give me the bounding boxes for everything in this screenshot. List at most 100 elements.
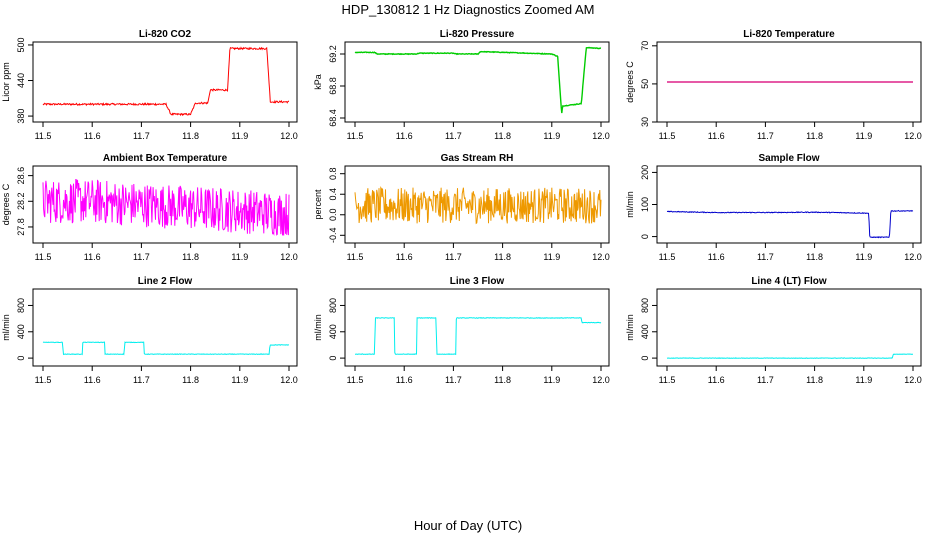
panel-2-frame: [344, 41, 610, 123]
panel-2-ytick-label: 68.4: [328, 109, 338, 127]
panel-3-ytick-label: 70: [640, 41, 650, 51]
panel-2-xtick-label: 11.6: [396, 131, 413, 141]
panel-8-xtick-label: 11.6: [396, 375, 413, 385]
panel-8-series-line: [355, 317, 602, 356]
panel-7-xtick-label: 11.8: [182, 375, 199, 385]
panel-9-ylabel: ml/min: [625, 314, 635, 341]
panel-1-xtick-label: 11.6: [84, 131, 101, 141]
panel-4-xtick-label: 11.7: [133, 252, 150, 262]
panel-5-ytick-label: -0.4: [328, 228, 338, 244]
panel-5-xtick-label: 11.8: [494, 252, 511, 262]
panel-3-xtick-label: 11.6: [708, 131, 725, 141]
panel-1-ylabel: Licor ppm: [1, 62, 11, 102]
panel-7-ytick-label: 0: [16, 356, 26, 361]
panel-5-frame: [344, 165, 610, 244]
panel-8-frame: [344, 288, 610, 367]
panel-6-xtick-label: 11.8: [806, 252, 823, 262]
panel-9-title: Line 4 (LT) Flow: [751, 276, 827, 287]
panel-2-xtick-label: 11.8: [494, 131, 511, 141]
panel-7-ylabel: ml/min: [1, 314, 11, 341]
panel-4-ylabel: degrees C: [1, 183, 11, 225]
panel-5-xtick-label: 11.9: [543, 252, 560, 262]
panel-5-xtick-label: 11.7: [445, 252, 462, 262]
panel-1-xtick-label: 12.0: [280, 131, 298, 141]
panel-4-frame: [32, 165, 298, 244]
panel-3-xtick-label: 11.9: [855, 131, 872, 141]
panel-9-ytick-label: 800: [640, 298, 650, 313]
panel-3-ytick-label: 30: [640, 117, 650, 127]
panel-9-frame: [656, 288, 922, 367]
panel-5-ytick-label: 0.4: [328, 188, 338, 201]
panel-9-xtick-label: 11.8: [806, 375, 823, 385]
panel-6-ytick-label: 200: [640, 165, 650, 180]
panel-7-ytick-label: 800: [16, 298, 26, 313]
panel-3-xtick-label: 11.7: [757, 131, 774, 141]
panel-9-ytick-label: 400: [640, 324, 650, 339]
panel-3-xtick-label: 12.0: [904, 131, 922, 141]
panel-2-title: Li-820 Pressure: [440, 29, 515, 40]
panel-5-series-line: [354, 185, 602, 225]
panel-1-xtick-label: 11.5: [35, 131, 52, 141]
panel-4-xtick-label: 12.0: [280, 252, 298, 262]
panel-7-xtick-label: 11.7: [133, 375, 150, 385]
panel-6-xtick-label: 11.5: [659, 252, 676, 262]
panel-2-series-line: [354, 46, 602, 114]
panel-4-ytick-label: 28.6: [16, 167, 26, 185]
panel-4-xtick-label: 11.8: [182, 252, 199, 262]
panel-9-xtick-label: 11.5: [659, 375, 676, 385]
panel-7-title: Line 2 Flow: [138, 276, 193, 287]
panel-1-frame: [32, 41, 298, 123]
panel-6-title: Sample Flow: [758, 153, 819, 164]
panel-3-ytick-label: 50: [640, 79, 650, 89]
panel-2-ylabel: kPa: [313, 74, 323, 90]
panel-5-ylabel: percent: [313, 189, 323, 220]
panel-1-ytick-label: 500: [16, 37, 26, 52]
panel-2-xtick-label: 11.7: [445, 131, 462, 141]
panel-7-frame: [32, 288, 298, 367]
panel-1-xtick-label: 11.8: [182, 131, 199, 141]
panel-8-xtick-label: 12.0: [592, 375, 610, 385]
panel-2-xtick-label: 12.0: [592, 131, 610, 141]
panel-9-xtick-label: 12.0: [904, 375, 922, 385]
panel-9-ytick-label: 0: [640, 356, 650, 361]
panel-2-xtick-label: 11.9: [543, 131, 560, 141]
panel-8-xtick-label: 11.5: [347, 375, 364, 385]
panel-1-xtick-label: 11.9: [231, 131, 248, 141]
panel-6-ytick-label: 0: [640, 234, 650, 239]
panel-9-series-line: [666, 353, 913, 359]
panel-7-xtick-label: 11.9: [231, 375, 248, 385]
panel-5-ytick-label: 0.0: [328, 209, 338, 222]
panel-9-xtick-label: 11.7: [757, 375, 774, 385]
panel-2-ytick-label: 69.2: [328, 45, 338, 63]
panel-9-xtick-label: 11.6: [708, 375, 725, 385]
panel-4-ytick-label: 28.2: [16, 193, 26, 211]
figure-title: HDP_130812 1 Hz Diagnostics Zoomed AM: [341, 2, 595, 17]
panel-3-ylabel: degrees C: [625, 61, 635, 103]
panel-8-title: Line 3 Flow: [450, 276, 505, 287]
panel-8-ytick-label: 800: [328, 298, 338, 313]
panel-4-series-line: [42, 178, 290, 236]
panel-6-xtick-label: 11.6: [708, 252, 725, 262]
panel-6-xtick-label: 11.7: [757, 252, 774, 262]
panel-8-xtick-label: 11.8: [494, 375, 511, 385]
panel-6-frame: [656, 165, 922, 244]
panel-9-xtick-label: 11.9: [855, 375, 872, 385]
panel-5-ytick-label: 0.8: [328, 167, 338, 180]
panel-2-ytick-label: 68.8: [328, 77, 338, 95]
panel-3-frame: [656, 41, 922, 123]
panel-7-xtick-label: 12.0: [280, 375, 298, 385]
panel-4-ytick-label: 27.8: [16, 218, 26, 236]
panel-8-ylabel: ml/min: [313, 314, 323, 341]
panel-1-series-line: [42, 46, 290, 117]
panel-4-title: Ambient Box Temperature: [103, 153, 228, 164]
panel-4-xtick-label: 11.5: [35, 252, 52, 262]
panel-8-xtick-label: 11.7: [445, 375, 462, 385]
panel-1-title: Li-820 CO2: [139, 29, 192, 40]
panel-4-xtick-label: 11.6: [84, 252, 101, 262]
x-axis-title: Hour of Day (UTC): [413, 518, 523, 533]
panel-6-xtick-label: 11.9: [855, 252, 872, 262]
panel-6-ylabel: ml/min: [625, 191, 635, 218]
panel-6-ytick-label: 100: [640, 197, 650, 212]
panel-5-xtick-label: 11.6: [396, 252, 413, 262]
panel-7-xtick-label: 11.6: [84, 375, 101, 385]
